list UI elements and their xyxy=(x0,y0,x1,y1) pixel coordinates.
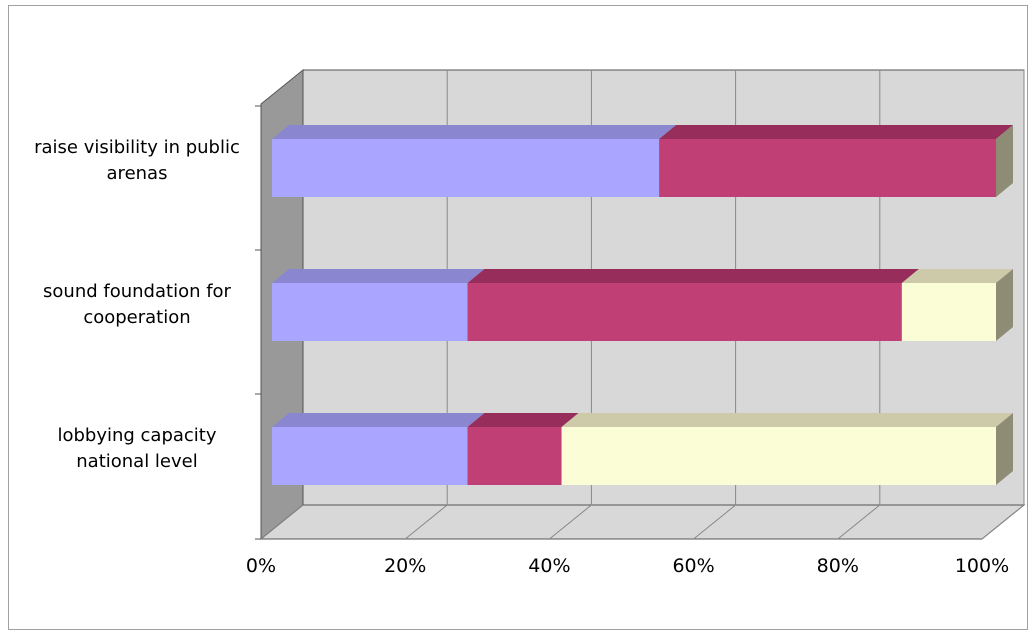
gridline-floor xyxy=(404,504,448,540)
x-tick-label: 60% xyxy=(672,555,714,577)
category-label-line: arenas xyxy=(107,163,168,184)
bar-top-face xyxy=(467,269,919,283)
bar-front-face xyxy=(272,427,468,485)
bar-top-face xyxy=(901,269,1013,283)
x-axis-ticks: 0% 20% 40% 60% 80% 100% xyxy=(246,555,1009,577)
x-tick-label: 40% xyxy=(528,555,570,577)
x-tick-label: 100% xyxy=(955,555,1009,577)
gridline-floor xyxy=(981,504,1025,540)
gridline-floor xyxy=(693,504,736,540)
bars xyxy=(272,125,1013,485)
bar-top-face xyxy=(467,413,579,427)
category-label-line: raise visibility in public xyxy=(34,137,240,158)
bar-segment xyxy=(272,125,677,197)
bar-segment xyxy=(272,269,485,341)
category-label: sound foundation for cooperation xyxy=(43,281,232,328)
category-label-line: cooperation xyxy=(83,307,190,328)
gridline-floor xyxy=(837,504,881,540)
category-label-line: lobbying capacity xyxy=(57,425,216,446)
x-tick-label: 20% xyxy=(384,555,426,577)
bar-top-face xyxy=(561,413,1013,427)
bar-top-face xyxy=(272,125,677,139)
bar-front-face xyxy=(659,139,996,197)
gridline-floor xyxy=(549,504,592,540)
bar-segment xyxy=(272,413,485,485)
x-tick-label: 0% xyxy=(246,555,276,577)
bar-end-cap xyxy=(996,413,1013,485)
bar-front-face xyxy=(901,283,996,341)
bar-segment xyxy=(901,269,1013,341)
bar-top-face xyxy=(659,125,1013,139)
bar-segment xyxy=(561,413,1013,485)
floor xyxy=(259,504,1026,540)
bar-front-face xyxy=(561,427,996,485)
x-tick-label: 80% xyxy=(817,555,859,577)
category-label-line: sound foundation for xyxy=(43,281,232,302)
bar-front-face xyxy=(467,427,562,485)
bar-end-cap xyxy=(996,269,1013,341)
bar-front-face xyxy=(272,283,468,341)
bar-end-cap xyxy=(996,125,1013,197)
bar-segment xyxy=(467,413,579,485)
gridline-floor xyxy=(260,504,304,540)
category-label: lobbying capacity national level xyxy=(57,425,216,472)
bar-segment xyxy=(659,125,1013,197)
bar-segment xyxy=(467,269,919,341)
bar-front-face xyxy=(467,283,902,341)
category-labels: raise visibility in public arenas sound fo… xyxy=(34,137,240,472)
bar-top-face xyxy=(272,413,485,427)
bar-front-face xyxy=(272,139,660,197)
bar-top-face xyxy=(272,269,485,283)
category-label-line: national level xyxy=(76,451,197,472)
category-label: raise visibility in public arenas xyxy=(34,137,240,184)
